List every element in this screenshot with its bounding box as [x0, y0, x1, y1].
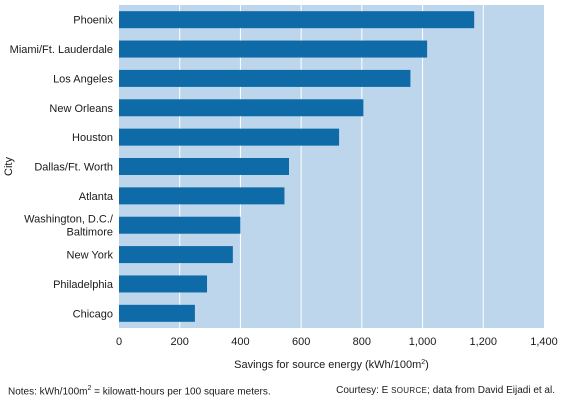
notes-superscript: 2 [87, 385, 92, 392]
x-tick-label: 800 [353, 336, 371, 348]
category-label: Atlanta [79, 191, 114, 203]
bar [119, 275, 208, 293]
category-label: Philadelphia [53, 279, 114, 291]
notes-text-suffix: = kilowatt-hours per 100 square meters. [91, 386, 271, 398]
bar [119, 128, 340, 146]
bar [119, 99, 364, 117]
category-label: Dallas/Ft. Worth [34, 162, 113, 174]
bar [119, 69, 411, 87]
x-tick-label: 1,000 [409, 336, 437, 348]
bar [119, 304, 195, 322]
notes-footnote: Notes: kWh/100m2 = kilowatt-hours per 10… [8, 385, 271, 397]
category-labels: Phoenix Miami/Ft. Lauderdale Los Angeles Ne… [10, 15, 114, 321]
bar-chart: Phoenix Miami/Ft. Lauderdale Los Angeles Ne… [3, 5, 558, 371]
category-label: Miami/Ft. Lauderdale [10, 44, 113, 56]
category-label: Phoenix [73, 15, 113, 27]
category-label: Washington, D.C./Baltimore [24, 214, 114, 239]
category-label: Chicago [73, 308, 113, 320]
category-label: Los Angeles [53, 73, 113, 85]
x-tick-label: 1,200 [470, 336, 498, 348]
x-tick-label: 1,400 [530, 336, 558, 348]
bar [119, 11, 475, 29]
bar [119, 158, 289, 175]
category-label: New York [67, 250, 114, 262]
x-tick-label: 400 [231, 336, 249, 348]
bar [119, 187, 285, 205]
x-tick-labels: 0 200 400 600 800 1,000 1,200 1,400 [116, 336, 558, 348]
courtesy-footnote: Courtesy: E SOURCE; data from David Eija… [336, 385, 555, 396]
courtesy-text: Courtesy: E [336, 385, 392, 396]
category-label: New Orleans [49, 103, 113, 115]
y-axis-title: City [3, 157, 15, 176]
bars [119, 11, 475, 322]
bar [119, 216, 241, 234]
x-tick-label: 200 [171, 336, 189, 348]
x-axis-title: Savings for source energy (kWh/100m2) [234, 359, 429, 371]
notes-text: Notes: kWh/100m [8, 386, 88, 398]
courtesy-text-suffix: ; data from David Eijadi et al. [427, 385, 555, 396]
courtesy-source: SOURCE [391, 386, 428, 395]
bar [119, 246, 233, 264]
x-tick-label: 0 [116, 336, 122, 348]
bar [119, 40, 428, 58]
x-tick-label: 600 [292, 336, 310, 348]
category-label: Houston [72, 132, 113, 144]
